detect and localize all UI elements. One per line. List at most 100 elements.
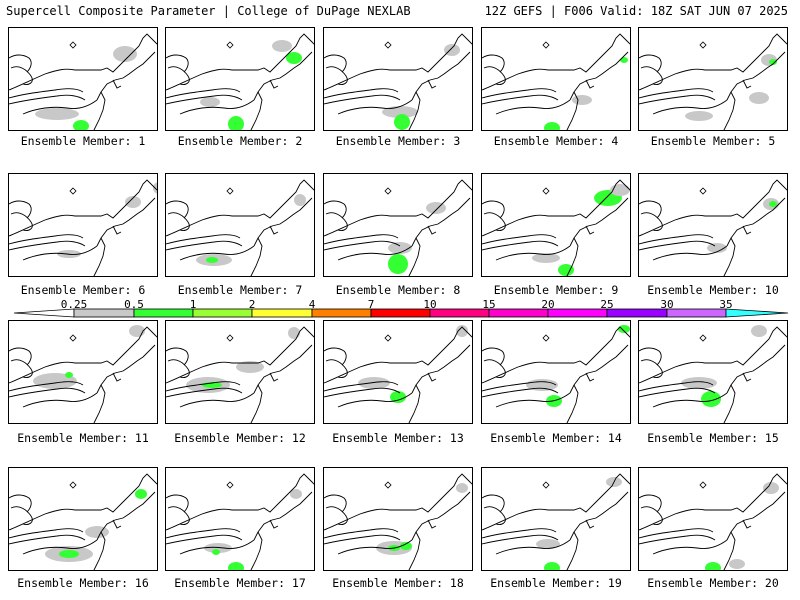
scp-shaded-area (544, 562, 560, 570)
base-map (639, 179, 787, 276)
ensemble-panel (481, 27, 631, 131)
member-caption: Ensemble Member: 2 (177, 134, 303, 148)
scp-shaded-area (558, 264, 574, 276)
colorbar-right-arrow (725, 308, 789, 318)
member-caption: Ensemble Member: 12 (174, 431, 306, 445)
colorbar-tick-label: 35 (719, 298, 733, 311)
base-map (9, 473, 157, 570)
ensemble-panel (638, 27, 788, 131)
base-map (324, 33, 472, 130)
scp-shaded-area (681, 377, 717, 389)
scp-shaded-area (73, 120, 89, 130)
ensemble-panel (323, 27, 473, 131)
scp-shaded-area (228, 116, 244, 130)
colorbar-segment (251, 308, 313, 318)
member-caption: Ensemble Member: 3 (335, 134, 461, 148)
member-caption: Ensemble Member: 18 (332, 576, 464, 590)
colorbar-tick-label: 2 (248, 298, 256, 311)
scp-shaded-area (749, 92, 769, 104)
scp-shaded-area (272, 40, 292, 52)
scp-shaded-area (705, 562, 721, 570)
member-caption: Ensemble Member: 17 (174, 576, 306, 590)
member-caption: Ensemble Member: 14 (490, 431, 622, 445)
colorbar-tick-label: 20 (541, 298, 555, 311)
ensemble-panel (8, 467, 158, 571)
scp-shaded-area (59, 550, 79, 558)
colorbar-segment (488, 308, 549, 318)
colorbar-tick-label: 4 (308, 298, 316, 311)
colorbar-tick-label: 10 (423, 298, 437, 311)
scp-shaded-area (228, 562, 244, 570)
ensemble-panel (8, 320, 158, 424)
member-caption: Ensemble Member: 16 (17, 576, 149, 590)
member-caption: Ensemble Member: 4 (493, 134, 619, 148)
colorbar-segment (547, 308, 608, 318)
scp-shaded-area (536, 539, 560, 549)
member-caption: Ensemble Member: 10 (647, 283, 779, 297)
scp-shaded-area (751, 325, 767, 337)
ensemble-panel (638, 173, 788, 277)
base-map (166, 179, 314, 276)
base-map (324, 179, 472, 276)
base-map (324, 473, 472, 570)
scp-shaded-area (236, 361, 264, 373)
member-caption: Ensemble Member: 20 (647, 576, 779, 590)
base-map (9, 33, 157, 130)
scp-shaded-area (456, 483, 468, 493)
ensemble-panel (323, 320, 473, 424)
ensemble-panel (323, 467, 473, 571)
base-map (482, 473, 630, 570)
member-caption: Ensemble Member: 7 (177, 283, 303, 297)
scp-shaded-area (769, 201, 777, 207)
scp-shaded-area (532, 253, 560, 263)
ensemble-panel (165, 173, 315, 277)
ensemble-panel (481, 320, 631, 424)
base-map (324, 325, 472, 423)
member-caption: Ensemble Member: 8 (335, 283, 461, 297)
map-title: Supercell Composite Parameter | College … (6, 4, 411, 18)
ensemble-panel (165, 467, 315, 571)
scp-shaded-area (382, 106, 418, 118)
scp-shaded-area (729, 559, 745, 569)
colorbar-tick-label: 7 (367, 298, 375, 311)
colorbar-segment (192, 308, 253, 318)
scp-shaded-area (206, 257, 218, 263)
ensemble-panel (165, 27, 315, 131)
scp-shaded-area (200, 97, 220, 107)
colorbar-segment (370, 308, 431, 318)
ensemble-panel (481, 467, 631, 571)
colorbar-tick-label: 0.25 (60, 298, 88, 311)
scp-shaded-area (65, 372, 73, 378)
base-map (639, 33, 787, 130)
colorbar-segment (606, 308, 668, 318)
colorbar-tick-label: 15 (482, 298, 496, 311)
base-map (9, 325, 157, 423)
scp-shaded-area (763, 482, 779, 494)
scp-shaded-area (400, 542, 412, 550)
member-caption: Ensemble Member: 6 (20, 283, 146, 297)
ensemble-panel (8, 27, 158, 131)
ensemble-panel (165, 320, 315, 424)
ensemble-panel (638, 320, 788, 424)
member-caption: Ensemble Member: 9 (493, 283, 619, 297)
scp-shaded-area (212, 549, 220, 555)
member-caption: Ensemble Member: 1 (20, 134, 146, 148)
ensemble-panel (481, 173, 631, 277)
base-map (639, 325, 787, 423)
base-map (166, 473, 314, 570)
ensemble-panel (8, 173, 158, 277)
scp-shaded-area (707, 243, 727, 253)
scp-shaded-area (456, 325, 468, 337)
colorbar-segment (429, 308, 490, 318)
scp-shaded-area (685, 111, 713, 121)
scp-shaded-area (444, 44, 460, 56)
ensemble-panel (323, 173, 473, 277)
base-map (482, 325, 630, 423)
colorbar-tick-label: 0.5 (124, 298, 144, 311)
colorbar-tick-label: 1 (189, 298, 197, 311)
scp-shaded-area (390, 391, 406, 403)
scp-shaded-area (618, 325, 630, 333)
base-map (639, 473, 787, 570)
ensemble-panel (638, 467, 788, 571)
member-caption: Ensemble Member: 19 (490, 576, 622, 590)
